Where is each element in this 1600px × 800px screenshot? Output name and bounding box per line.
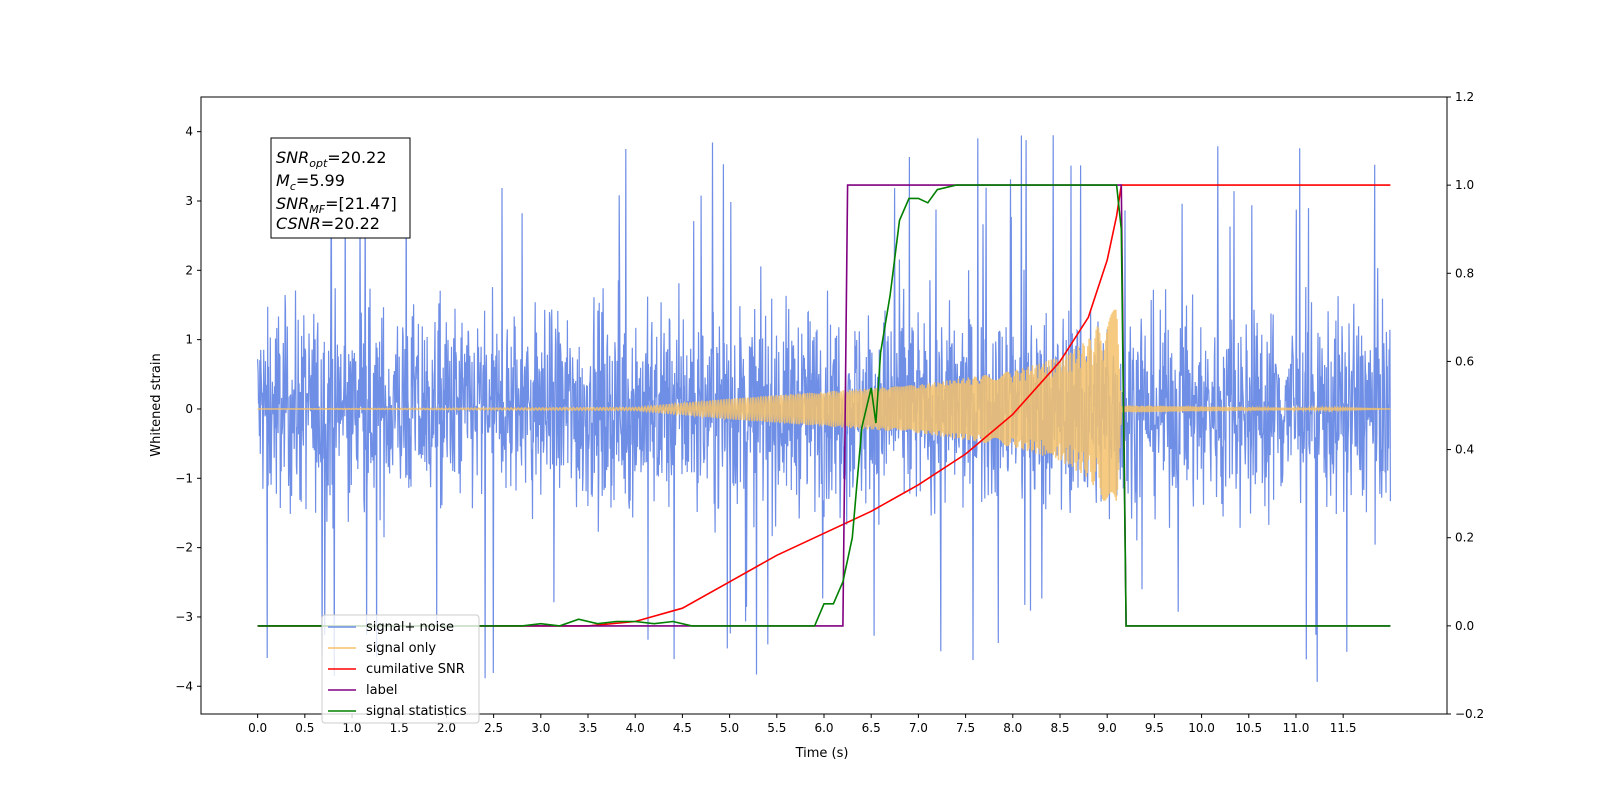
series-line-signal-statistics [257,184,1391,627]
x-tick-label: 1.5 [390,721,409,735]
snr-opt-annotation: SNRopt=20.22 [276,148,387,170]
x-tick-label: 11.0 [1283,721,1310,735]
legend: signal+ noise signal only cumilative SNR la… [321,614,480,724]
y2-tick-label: −0.2 [1455,707,1484,721]
y-tick-label: 3 [185,194,193,208]
y-tick-label: 2 [185,263,193,277]
series-line-cumilative-snr [257,184,1391,627]
x-tick-label: 3.0 [531,721,550,735]
y2-tick-label: 0.6 [1455,354,1474,368]
x-tick-label: 5.0 [720,721,739,735]
x-axis-label: Time (s) [795,746,849,761]
x-tick-label: 4.0 [626,721,645,735]
x-tick-label: 2.5 [484,721,503,735]
y-tick-label: 1 [185,333,193,347]
legend-frame [321,614,480,724]
y-axis-left: 4 3 2 1 0 −1 −2 −3 −4 [175,125,201,693]
series-line-signal-only [257,309,1391,501]
snr-mf-annotation: SNRMF=[21.47] [276,194,397,216]
y-tick-label: 0 [185,402,193,416]
x-tick-label: 0.5 [295,721,314,735]
x-tick-label: 3.5 [578,721,597,735]
y-axis-right: 1.2 1.0 0.8 0.6 0.4 0.2 0.0 −0.2 [1447,90,1484,721]
x-tick-label: 9.0 [1098,721,1117,735]
legend-label-signal-statistics: signal statistics [366,704,467,719]
x-tick-label: 10.5 [1235,721,1262,735]
y2-tick-label: 0.2 [1455,531,1474,545]
stats-annotation-frame [270,137,411,239]
stats-annotation-box: SNRopt=20.22 Mc=5.99 SNRMF=[21.47] CSNR=… [270,137,411,239]
x-tick-label: 8.5 [1050,721,1069,735]
x-tick-label: 7.0 [909,721,928,735]
x-tick-label: 4.5 [673,721,692,735]
x-tick-label: 9.5 [1145,721,1164,735]
x-tick-label: 8.0 [1003,721,1022,735]
chirp-mass-annotation: Mc=5.99 [276,171,345,193]
legend-label-label: label [366,683,397,698]
x-tick-label: 1.0 [342,721,361,735]
legend-label-signal-noise: signal+ noise [366,620,454,635]
y2-tick-label: 1.2 [1455,90,1474,104]
legend-label-cumilative-snr: cumilative SNR [366,662,465,677]
x-tick-label: 6.0 [814,721,833,735]
x-tick-label: 6.5 [862,721,881,735]
legend-label-signal-only: signal only [366,641,436,656]
y2-tick-label: 0.0 [1455,619,1474,633]
x-tick-label: 0.0 [248,721,267,735]
x-tick-label: 2.0 [437,721,456,735]
x-axis: 0.0 0.5 1.0 1.5 2.0 2.5 3.0 3.5 4.0 4.5 5.0 5.5 6.0 6… [248,714,1357,735]
y-tick-label: −2 [175,541,193,555]
x-tick-label: 11.5 [1330,721,1357,735]
x-tick-label: 7.5 [956,721,975,735]
y-tick-label: −3 [175,610,193,624]
x-tick-label: 5.5 [767,721,786,735]
y2-tick-label: 1.0 [1455,178,1474,192]
csnr-annotation: CSNR=20.22 [276,214,380,233]
plot-area [257,135,1391,682]
y2-tick-label: 0.8 [1455,266,1474,280]
y-tick-label: −4 [175,679,193,693]
x-tick-label: 10.0 [1188,721,1215,735]
y2-tick-label: 0.4 [1455,443,1474,457]
y-axis-label: Whitened strain [149,353,164,456]
y-tick-label: 4 [185,125,193,139]
y-tick-label: −1 [175,471,193,485]
